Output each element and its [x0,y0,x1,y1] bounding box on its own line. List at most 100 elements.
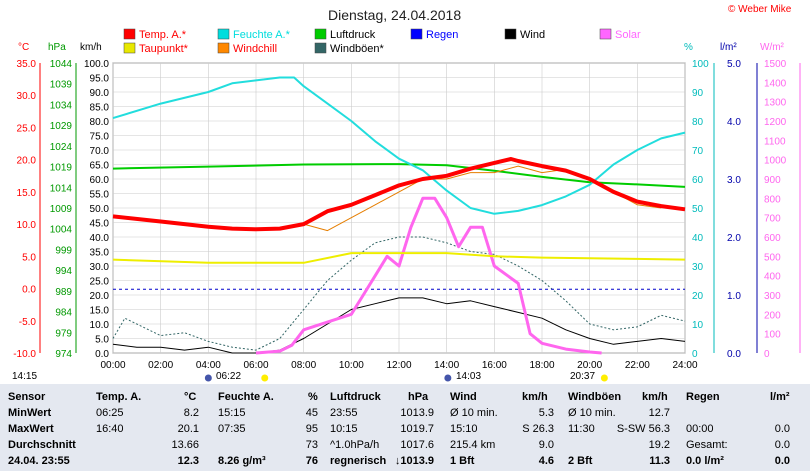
table-row-label: Durchschnitt [8,439,76,451]
hum-tick-label: 0 [692,349,698,360]
weather-chart: 00:00 02:00 04:00 06:00 08:00 10:00 12:00 14:00… [13,28,801,382]
wind-tick-label: 10.0 [90,320,110,331]
hum-tick-label: 90 [692,88,704,99]
legend-label: Taupunkt* [139,43,189,55]
table-cell: Ø 10 min. [450,407,498,419]
table-cell: 215.4 km [450,439,496,451]
table-cell: 73 [305,439,318,451]
wind-tick-label: 35.0 [90,248,110,259]
wind-tick-label: 40.0 [90,233,110,244]
press-tick-label: 1014 [50,183,73,194]
sunset-marker: 20:37 [570,371,596,382]
table-header-hum: Feuchte A. [218,391,274,403]
press-tick-label: 979 [55,328,72,339]
x-tick-label: 04:00 [196,360,221,371]
table-cell: 07:35 [218,423,246,435]
temp-tick-label: 20.0 [17,156,37,167]
sun-marker-dot [444,374,452,382]
x-tick-label: 24:00 [672,360,697,371]
table-header-temp: Temp. A. [96,391,142,403]
legend-label: Wind [520,29,545,41]
x-tick-label: 20:00 [577,360,602,371]
table-cell: 0.0 l/m² [686,455,724,467]
wind-tick-label: 85.0 [90,103,110,114]
wind-tick-label: 80.0 [90,117,110,128]
solar-tick-label: 100 [764,330,781,341]
hum-tick-label: 40 [692,233,704,244]
table-cell: 13.66 [171,439,199,451]
temp-tick-label: 25.0 [17,123,37,134]
solar-tick-label: 200 [764,310,781,321]
legend-swatch [314,28,327,40]
summary-table: Sensor Temp. A. °C Feuchte A. % Luftdruc… [0,384,810,471]
temp-axis-unit: °C [18,42,29,53]
solar-tick-label: 1100 [764,136,786,147]
sun-marker-dot [204,374,212,382]
table-header-press-unit: hPa [408,391,429,403]
rain-tick-label: 5.0 [727,59,741,70]
hum-tick-label: 100 [692,59,709,70]
table-header-rain-unit: l/m² [770,391,790,403]
x-tick-label: 14:00 [434,360,459,371]
wind-tick-label: 25.0 [90,277,110,288]
press-axis-unit: hPa [48,42,66,53]
wind-tick-label: 70.0 [90,146,110,157]
sunrise-marker: 06:22 [216,371,242,382]
rain-tick-label: 0.0 [727,349,741,360]
table-cell: Ø 10 min. [568,407,616,419]
table-row-label: 24.04. 23:55 [8,455,70,467]
solar-noon-marker: 14:03 [456,371,482,382]
temp-tick-label: 5.0 [22,252,36,263]
temp-tick-label: 15.0 [17,188,37,199]
table-cell: 19.2 [648,439,670,451]
hum-tick-label: 70 [692,146,704,157]
wind-tick-label: 55.0 [90,190,110,201]
table-cell: Gesamt: [686,439,728,451]
legend-swatch [410,28,423,40]
table-cell: 12.3 [177,455,199,467]
legend-swatch [599,28,612,40]
wind-axis-unit: km/h [80,42,102,53]
table-row-label: MinWert [8,407,52,419]
table-cell: 15:15 [218,407,246,419]
table-cell: 4.6 [538,455,554,467]
wind-tick-label: 15.0 [90,306,110,317]
table-header-wind-unit: km/h [522,391,548,403]
table-cell: 10:15 [330,423,358,435]
solar-tick-label: 1000 [764,156,787,167]
solar-axis-unit: W/m² [760,42,785,53]
wind-tick-label: 0.0 [95,349,109,360]
hum-tick-label: 60 [692,175,704,186]
table-header-rain: Regen [686,391,720,403]
hum-tick-label: 20 [692,291,704,302]
press-tick-label: 1034 [50,100,73,111]
rain-axis-unit: l/m² [720,42,737,53]
sun-marker-dot [600,374,608,382]
table-cell: 1 Bft [450,455,475,467]
x-tick-label: 02:00 [148,360,173,371]
table-cell: 0.0 [774,455,790,467]
press-tick-label: 999 [55,245,72,256]
table-header-hum-unit: % [308,391,318,403]
x-tick-label: 18:00 [529,360,554,371]
rain-tick-label: 1.0 [727,291,741,302]
table-header-gust-unit: km/h [642,391,668,403]
rain-tick-label: 3.0 [727,175,741,186]
table-cell: 00:00 [686,423,714,435]
chart-title: Dienstag, 24.04.2018 [328,7,462,23]
legend-swatch [217,28,230,40]
table-cell: 9.0 [538,439,554,451]
wind-tick-label: 5.0 [95,335,109,346]
table-cell: 20.1 [177,423,199,435]
table-cell: 16:40 [96,423,124,435]
legend-swatch [504,28,517,40]
press-tick-label: 1039 [50,80,73,91]
x-tick-label: 00:00 [100,360,125,371]
hum-tick-label: 50 [692,204,704,215]
hum-tick-label: 30 [692,262,704,273]
solar-tick-label: 800 [764,194,781,205]
temp-tick-label: 0.0 [22,285,36,296]
table-header-gust: Windböen [568,391,622,403]
table-cell: 76 [305,455,318,467]
solar-tick-label: 1200 [764,117,787,128]
